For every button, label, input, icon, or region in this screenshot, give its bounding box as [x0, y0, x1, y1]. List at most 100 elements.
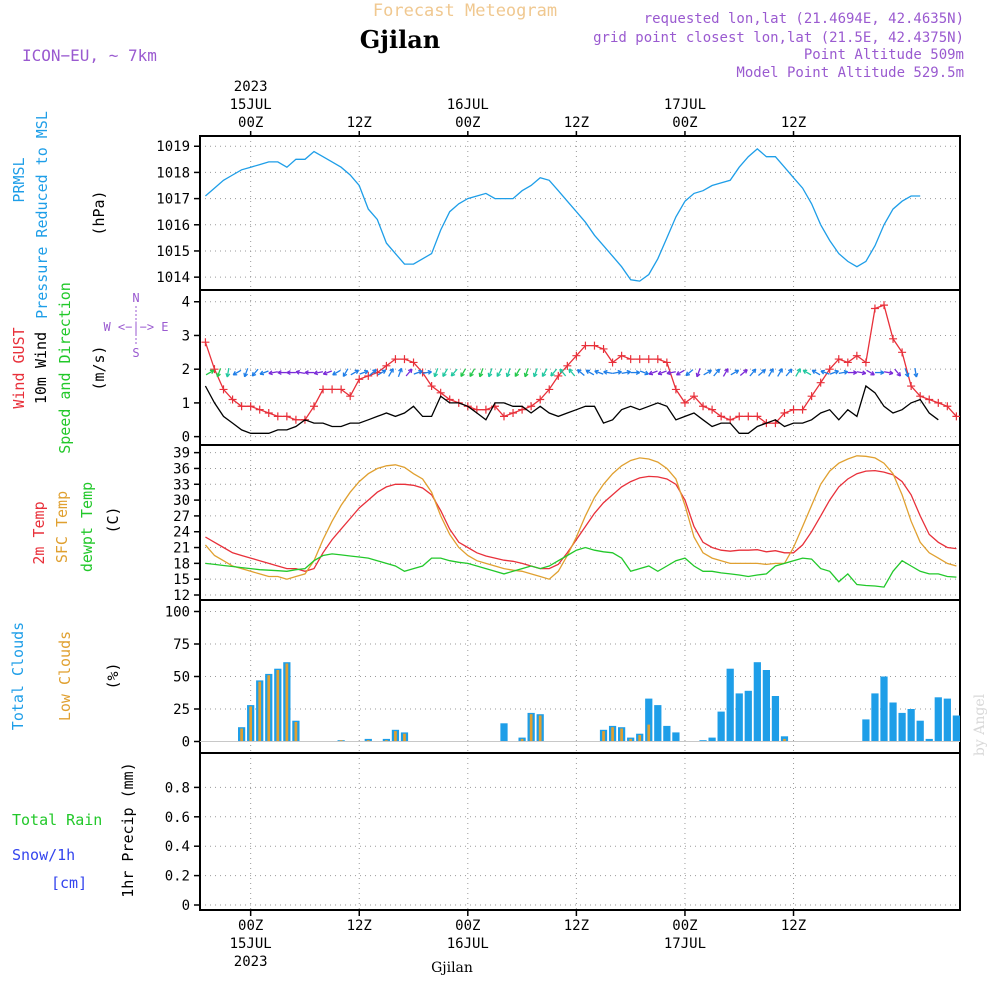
label-temp-sfc: SFC Temp [53, 491, 71, 563]
wind-arrow-head [913, 372, 919, 378]
wind-direction-arrow [913, 368, 919, 378]
wind-direction-arrow [405, 368, 413, 377]
wind-arrow-head [751, 368, 757, 374]
wind-arrow-head [354, 369, 360, 375]
label-prmsl: PRMSL [10, 157, 28, 202]
wind-arrow-shaft [243, 368, 249, 378]
wind-arrow-head [313, 370, 319, 376]
wind-direction-arrow [630, 370, 641, 376]
wind-direction-arrow [286, 370, 296, 376]
wind-arrow-head [834, 369, 839, 375]
wind-arrow-shaft [550, 368, 558, 377]
gust-marker [753, 412, 762, 421]
bar-total-clouds [934, 697, 942, 742]
wind-direction-arrow [342, 368, 349, 378]
wind-direction-arrow [675, 369, 685, 376]
time-axis-labels: 2023 15JUL 00Z 12Z 16JUL 00Z 12Z 17JUL 00Z 12Z 00Z… [230, 79, 807, 970]
panel-content [200, 662, 960, 742]
wind-direction-arrow [413, 369, 423, 375]
wind-direction-arrow [576, 369, 585, 376]
wind-direction-arrow [749, 368, 757, 377]
gust-marker [699, 402, 708, 411]
wind-direction-arrow [450, 368, 458, 377]
wind-arrow-shaft [883, 371, 894, 374]
wind-arrow-shaft [829, 370, 839, 375]
label-pressure-unit: (hPa) [90, 190, 108, 235]
gust-marker [237, 402, 246, 411]
wind-arrow-head [675, 371, 681, 376]
wind-direction-arrow [541, 368, 548, 378]
bar-low-clouds [620, 728, 623, 742]
wind-arrow-shaft [685, 369, 694, 376]
wind-direction-arrow [559, 368, 567, 377]
wind-direction-arrow [433, 368, 439, 378]
wind-arrow-head [626, 369, 631, 375]
label-total-clouds: Total Clouds [9, 622, 27, 730]
wind-arrow-head [880, 370, 885, 376]
wind-arrow-head [342, 372, 348, 378]
model-label: ICON−EU, ~ 7km [22, 46, 157, 65]
wind-direction-arrow [795, 368, 801, 377]
y-tick-label: 0 [182, 735, 190, 751]
bar-low-clouds [267, 675, 271, 742]
bar-total-clouds [699, 740, 707, 742]
gust-marker [527, 402, 536, 411]
wind-arrow-shaft [802, 369, 812, 376]
wind-arrow-head [796, 368, 801, 373]
gust-marker [328, 385, 337, 394]
bar-total-clouds [753, 662, 761, 742]
gust-marker [934, 398, 943, 407]
wind-arrow-head [585, 369, 591, 375]
gust-marker [735, 412, 744, 421]
wind-direction-arrow [657, 370, 667, 376]
gust-marker [870, 304, 879, 313]
gust-marker [726, 415, 735, 424]
wind-arrow-shaft [768, 368, 774, 377]
y-tick-label: 0.8 [165, 780, 190, 796]
wind-arrow-head [870, 371, 875, 376]
gust-marker [310, 402, 318, 411]
label-low-clouds: Low Clouds [56, 631, 74, 721]
y-tick-label: 75 [173, 637, 190, 653]
wind-arrow-head [418, 369, 423, 375]
wind-arrow-shaft [232, 369, 242, 376]
wind-arrow-shaft [648, 370, 658, 375]
gust-marker [608, 358, 617, 367]
wind-arrow-shaft [603, 371, 613, 374]
wind-arrow-head [496, 372, 501, 378]
gust-marker [545, 385, 554, 394]
wind-direction-arrow [777, 368, 783, 377]
wind-arrow-head [209, 369, 215, 375]
wind-arrow-shaft [397, 368, 403, 378]
compass-north: N [132, 291, 139, 305]
label-wind-unit: (m/s) [90, 345, 108, 390]
wind-arrow-head [450, 371, 456, 377]
wind-arrow-shaft [332, 369, 341, 376]
gust-marker [644, 355, 653, 364]
gust-marker [852, 351, 861, 360]
y-tick-label: 39 [173, 446, 190, 462]
wind-arrow-head [853, 370, 858, 376]
bar-low-clouds [647, 724, 651, 742]
footer-location: Gjilan [431, 960, 473, 976]
y-tick-label: 4 [182, 295, 190, 311]
gust-marker [952, 412, 960, 421]
gust-marker [536, 395, 545, 404]
bar-low-clouds [783, 738, 786, 742]
wind-direction-arrow [894, 368, 902, 377]
wind-direction-arrow [442, 368, 449, 378]
wind-arrow-shaft [422, 371, 432, 374]
wind-arrow-shaft [205, 369, 215, 376]
wind-direction-arrow [532, 368, 538, 378]
wind-arrow-head [398, 367, 403, 373]
bar-low-clouds [394, 731, 397, 742]
label-total-rain: Total Rain [12, 811, 102, 829]
bar-total-clouds [771, 696, 780, 742]
wind-arrow-shaft [533, 368, 538, 378]
wind-direction-arrow [757, 369, 766, 376]
gust-marker [391, 355, 400, 364]
wind-arrow-head [695, 372, 701, 378]
wind-arrow-head [277, 370, 282, 376]
time-label-top: 17JUL [664, 97, 706, 113]
